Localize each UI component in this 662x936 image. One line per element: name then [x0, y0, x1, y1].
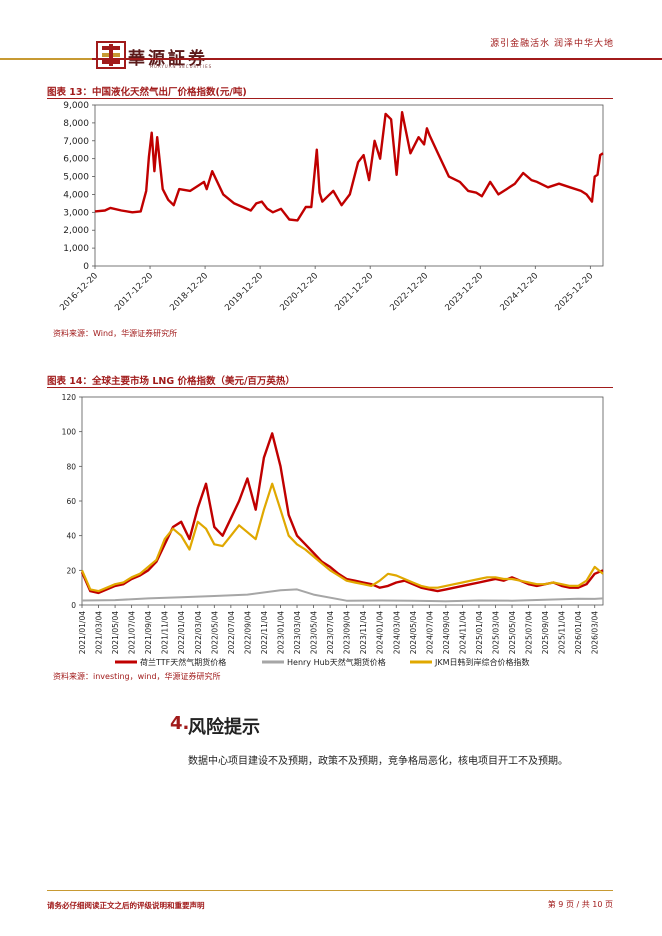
y-tick-label: 5,000: [63, 173, 89, 183]
section-number: 4.: [170, 713, 190, 734]
section-title: 风险提示: [188, 717, 260, 738]
x-tick-label: 2021/05/04: [111, 611, 120, 654]
figure-14-title: 图表 14：全球主要市场 LNG 价格指数（美元/百万英热）: [47, 376, 295, 387]
x-tick-label: 2021/09/04: [144, 611, 153, 654]
x-tick-label: 2022/03/04: [194, 611, 203, 654]
x-tick-label: 2021/11/04: [161, 611, 170, 654]
y-tick-label: 8,000: [63, 119, 89, 129]
brand-name-en: HUAYUAN SECURITIES: [150, 64, 213, 69]
y-tick-label: 0: [71, 601, 76, 610]
series-line-3: [80, 482, 604, 593]
y-tick-label: 6,000: [63, 155, 89, 165]
legend-label-2: Henry Hub天然气期货价格: [287, 657, 386, 667]
y-tick-label: 100: [62, 428, 77, 437]
legend-label-3: JKM日韩到岸综合价格指数: [434, 657, 530, 667]
y-tick-label: 0: [83, 262, 89, 272]
y-tick-label: 60: [66, 497, 76, 506]
x-tick-label: 2025/01/04: [475, 611, 484, 654]
figure-14-source: 资料来源：investing，wind，华源证券研究所: [53, 672, 221, 681]
x-tick-label: 2024/11/04: [458, 611, 467, 654]
plot-frame: [81, 396, 604, 606]
header-slogan: 源引金融活水 润泽中华大地: [490, 39, 614, 49]
footer-rule: [47, 890, 613, 891]
x-tick-label: 2025/03/04: [491, 611, 500, 654]
section-body: 数据中心项目建设不及预期，政策不及预期，竞争格局恶化，核电项目开工不及预期。: [188, 756, 568, 767]
series-line-1: [80, 432, 604, 595]
x-tick-label: 2022/09/04: [243, 611, 252, 654]
figure-13-chart: 0 1,000 2,000 3,000 4,000 5,000 6,000 7,000 8,00…: [58, 101, 604, 313]
header-rule-accent: [0, 58, 92, 60]
x-tick-label: 2025/05/04: [508, 611, 517, 654]
figure-13-title: 图表 13：中国液化天然气出厂价格指数(元/吨): [47, 87, 247, 98]
y-tick-label: 3,000: [63, 208, 89, 218]
y-tick-label: 7,000: [63, 137, 89, 147]
plot-frame: [94, 104, 604, 267]
x-tick-label: 2021/07/04: [128, 611, 137, 654]
x-tick-label: 2025/11/04: [558, 611, 567, 654]
x-tick-label: 2025/07/04: [525, 611, 534, 654]
y-tick-label: 120: [62, 393, 77, 402]
footer-disclaimer: 请务必仔细阅读正文之后的评级说明和重要声明: [47, 901, 205, 910]
x-tick-label: 2023/01/04: [276, 611, 285, 654]
figure-13-title-rule: [47, 98, 613, 99]
figure-14-title-rule: [47, 387, 613, 388]
x-tick-label: 2021/01/04: [78, 611, 87, 654]
x-tick-label: 2026/03/04: [591, 611, 600, 654]
y-tick-label: 2,000: [63, 226, 89, 236]
x-tick-label: 2023/05/04: [310, 611, 319, 654]
x-tick-label: 2023/07/04: [326, 611, 335, 654]
x-tick-label: 2022/01/04: [177, 611, 186, 654]
x-tick-label: 2024/05/04: [409, 611, 418, 654]
x-tick-label: 2024/07/04: [425, 611, 434, 654]
x-tick-label: 2023/03/04: [293, 611, 302, 654]
y-tick-label: 9,000: [63, 101, 89, 111]
x-tick-label: 2022/05/04: [210, 611, 219, 654]
page-number: 第 9 页 / 共 10 页: [547, 900, 613, 909]
y-tick-label: 80: [66, 462, 76, 471]
x-tick-label: 2022/07/04: [227, 611, 236, 654]
x-tick-label: 2024/03/04: [392, 611, 401, 654]
x-tick-label: 2021/03/04: [95, 611, 104, 654]
figure-14-chart: 0 20 40 60 80 100 120 2021/01/04 2021/03/04 2021/…: [62, 393, 604, 667]
x-tick-label: 2022/11/04: [260, 611, 269, 654]
x-tick-label: 2023/09/04: [343, 611, 352, 654]
y-tick-label: 40: [66, 532, 76, 541]
x-tick-label: 2024/09/04: [442, 611, 451, 654]
header-rule: [0, 58, 662, 60]
series-line-2: [81, 588, 604, 603]
x-tick-label: 2025/09/04: [541, 611, 550, 654]
huayuan-logo-icon: [96, 41, 126, 69]
y-tick-label: 20: [66, 566, 76, 575]
legend-label-1: 荷兰TTF天然气期货价格: [140, 657, 226, 667]
figure-13-source: 资料来源：Wind，华源证券研究所: [53, 329, 178, 338]
series-line-1: [94, 110, 604, 222]
x-tick-label: 2026/01/04: [574, 611, 583, 654]
x-tick-label: 2024/01/04: [376, 611, 385, 654]
y-tick-label: 4,000: [63, 190, 89, 200]
x-tick-label: 2023/11/04: [359, 611, 368, 654]
y-tick-label: 1,000: [63, 244, 89, 254]
